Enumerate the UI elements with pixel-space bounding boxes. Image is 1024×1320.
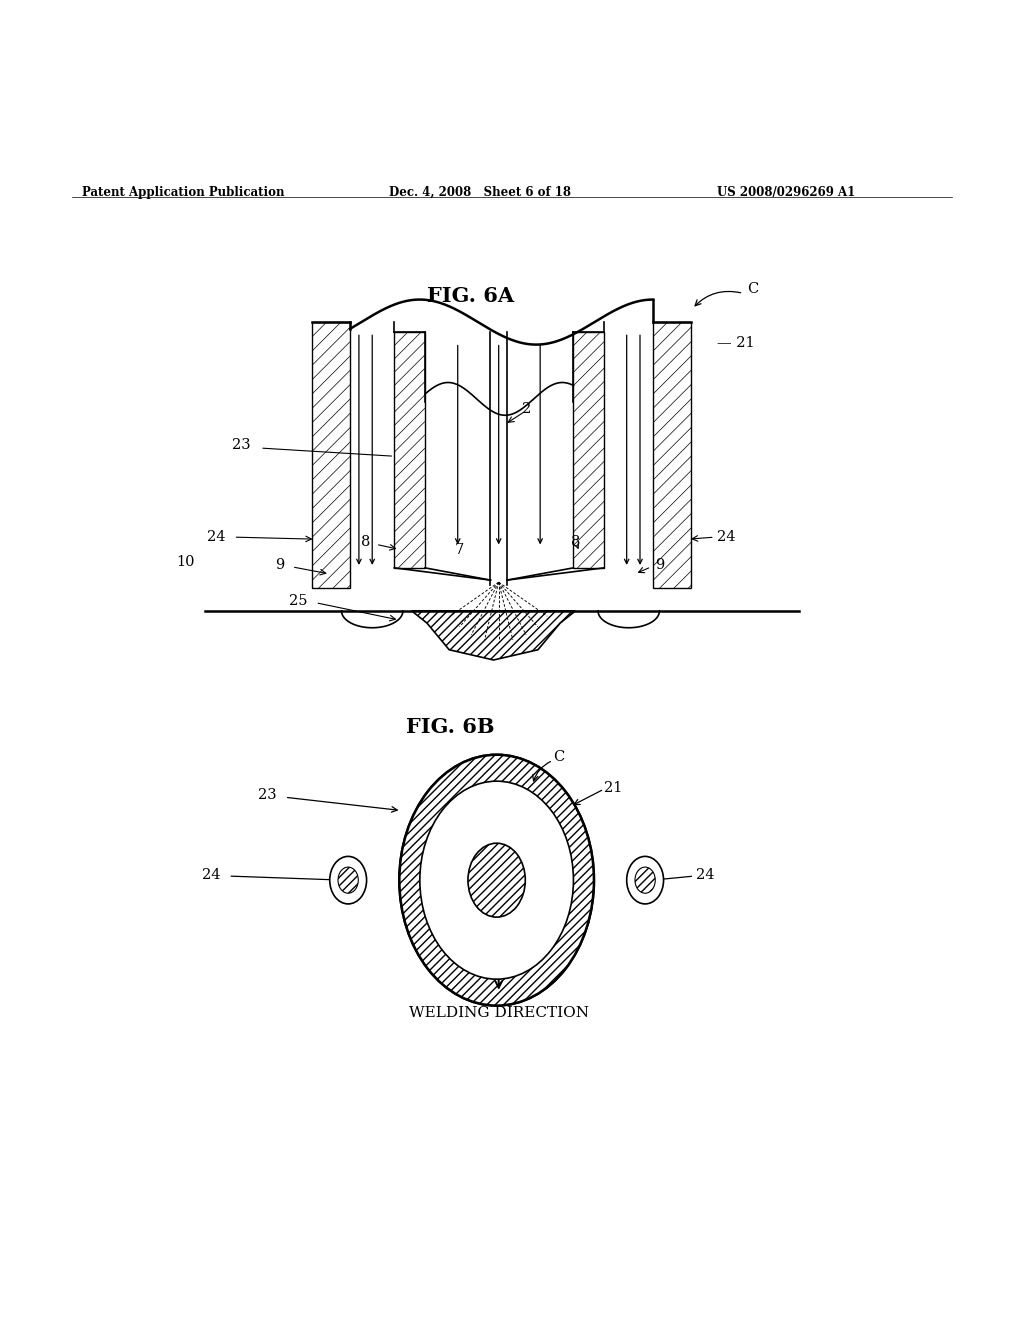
Ellipse shape — [635, 867, 655, 894]
Ellipse shape — [468, 843, 525, 917]
Text: FIG. 6B: FIG. 6B — [407, 717, 495, 737]
Text: FIG. 6A: FIG. 6A — [427, 286, 515, 306]
Text: 21: 21 — [604, 781, 623, 795]
Text: 24: 24 — [696, 869, 715, 882]
Text: 23: 23 — [258, 788, 276, 803]
Text: 10: 10 — [176, 554, 195, 569]
Text: 9: 9 — [275, 558, 285, 572]
Ellipse shape — [330, 857, 367, 904]
Text: 24: 24 — [717, 531, 735, 544]
Text: 24: 24 — [207, 531, 225, 544]
Text: 24: 24 — [202, 869, 220, 882]
Text: Dec. 4, 2008   Sheet 6 of 18: Dec. 4, 2008 Sheet 6 of 18 — [389, 186, 571, 199]
Text: 8: 8 — [571, 535, 581, 549]
Text: WELDING DIRECTION: WELDING DIRECTION — [409, 1006, 589, 1020]
Text: 23: 23 — [232, 438, 251, 451]
Text: 7: 7 — [455, 544, 464, 557]
Ellipse shape — [627, 857, 664, 904]
Text: 2: 2 — [535, 863, 544, 876]
Text: US 2008/0296269 A1: US 2008/0296269 A1 — [717, 186, 855, 199]
Text: 2: 2 — [522, 403, 531, 416]
Text: C: C — [553, 750, 564, 764]
Text: Patent Application Publication: Patent Application Publication — [82, 186, 285, 199]
Text: 25: 25 — [289, 594, 307, 607]
Ellipse shape — [338, 867, 358, 894]
Text: 8: 8 — [361, 535, 371, 549]
Ellipse shape — [399, 755, 594, 1006]
Ellipse shape — [420, 781, 573, 979]
Text: C: C — [748, 282, 759, 296]
Text: 9: 9 — [655, 558, 665, 572]
Ellipse shape — [399, 755, 594, 1006]
Polygon shape — [412, 611, 575, 660]
Text: — 21: — 21 — [717, 335, 755, 350]
